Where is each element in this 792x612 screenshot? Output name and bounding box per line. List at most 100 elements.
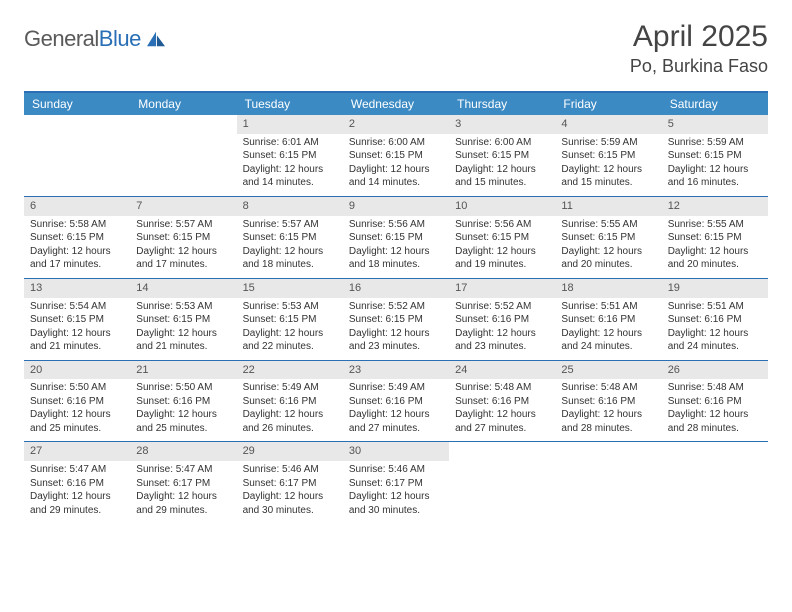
sunset-text: Sunset: 6:16 PM bbox=[243, 395, 337, 409]
daylight-text: Daylight: 12 hours and 24 minutes. bbox=[668, 327, 762, 354]
day-content: Sunrise: 5:49 AMSunset: 6:16 PMDaylight:… bbox=[343, 379, 449, 441]
sunrise-text: Sunrise: 5:57 AM bbox=[243, 218, 337, 232]
day-number: 5 bbox=[662, 115, 768, 134]
sunset-text: Sunset: 6:16 PM bbox=[668, 395, 762, 409]
daylight-text: Daylight: 12 hours and 24 minutes. bbox=[561, 327, 655, 354]
sunset-text: Sunset: 6:15 PM bbox=[349, 149, 443, 163]
daylight-text: Daylight: 12 hours and 17 minutes. bbox=[136, 245, 230, 272]
day-number: 9 bbox=[343, 197, 449, 216]
weekday-header: Wednesday bbox=[343, 93, 449, 115]
day-cell: 28Sunrise: 5:47 AMSunset: 6:17 PMDayligh… bbox=[130, 442, 236, 523]
day-cell: 21Sunrise: 5:50 AMSunset: 6:16 PMDayligh… bbox=[130, 361, 236, 442]
day-cell: 12Sunrise: 5:55 AMSunset: 6:15 PMDayligh… bbox=[662, 197, 768, 278]
sunset-text: Sunset: 6:16 PM bbox=[136, 395, 230, 409]
daylight-text: Daylight: 12 hours and 19 minutes. bbox=[455, 245, 549, 272]
day-number: 8 bbox=[237, 197, 343, 216]
daylight-text: Daylight: 12 hours and 20 minutes. bbox=[668, 245, 762, 272]
daylight-text: Daylight: 12 hours and 23 minutes. bbox=[455, 327, 549, 354]
sunset-text: Sunset: 6:16 PM bbox=[349, 395, 443, 409]
day-number: 25 bbox=[555, 361, 661, 380]
day-cell: 23Sunrise: 5:49 AMSunset: 6:16 PMDayligh… bbox=[343, 361, 449, 442]
sunset-text: Sunset: 6:15 PM bbox=[136, 231, 230, 245]
daylight-text: Daylight: 12 hours and 21 minutes. bbox=[30, 327, 124, 354]
day-cell: 25Sunrise: 5:48 AMSunset: 6:16 PMDayligh… bbox=[555, 361, 661, 442]
day-cell: 30Sunrise: 5:46 AMSunset: 6:17 PMDayligh… bbox=[343, 442, 449, 523]
sunset-text: Sunset: 6:16 PM bbox=[561, 395, 655, 409]
day-number: 23 bbox=[343, 361, 449, 380]
sunrise-text: Sunrise: 5:57 AM bbox=[136, 218, 230, 232]
sunrise-text: Sunrise: 5:53 AM bbox=[243, 300, 337, 314]
daylight-text: Daylight: 12 hours and 15 minutes. bbox=[561, 163, 655, 190]
sunrise-text: Sunrise: 5:56 AM bbox=[349, 218, 443, 232]
day-content: Sunrise: 5:55 AMSunset: 6:15 PMDaylight:… bbox=[662, 216, 768, 278]
day-cell: 3Sunrise: 6:00 AMSunset: 6:15 PMDaylight… bbox=[449, 115, 555, 196]
daylight-text: Daylight: 12 hours and 23 minutes. bbox=[349, 327, 443, 354]
week-row: 13Sunrise: 5:54 AMSunset: 6:15 PMDayligh… bbox=[24, 278, 768, 360]
sunrise-text: Sunrise: 5:52 AM bbox=[349, 300, 443, 314]
day-cell: 0 bbox=[555, 442, 661, 523]
day-content: Sunrise: 6:00 AMSunset: 6:15 PMDaylight:… bbox=[343, 134, 449, 196]
weekday-header: Thursday bbox=[449, 93, 555, 115]
day-content: Sunrise: 5:56 AMSunset: 6:15 PMDaylight:… bbox=[449, 216, 555, 278]
day-cell: 10Sunrise: 5:56 AMSunset: 6:15 PMDayligh… bbox=[449, 197, 555, 278]
day-cell: 16Sunrise: 5:52 AMSunset: 6:15 PMDayligh… bbox=[343, 279, 449, 360]
day-cell: 0 bbox=[130, 115, 236, 196]
day-number: 4 bbox=[555, 115, 661, 134]
day-number: 30 bbox=[343, 442, 449, 461]
calendar: SundayMondayTuesdayWednesdayThursdayFrid… bbox=[24, 91, 768, 523]
sunrise-text: Sunrise: 6:01 AM bbox=[243, 136, 337, 150]
month-year: April 2025 bbox=[630, 20, 768, 54]
daylight-text: Daylight: 12 hours and 16 minutes. bbox=[668, 163, 762, 190]
sunrise-text: Sunrise: 6:00 AM bbox=[349, 136, 443, 150]
day-cell: 0 bbox=[662, 442, 768, 523]
day-number: 27 bbox=[24, 442, 130, 461]
day-cell: 4Sunrise: 5:59 AMSunset: 6:15 PMDaylight… bbox=[555, 115, 661, 196]
daylight-text: Daylight: 12 hours and 21 minutes. bbox=[136, 327, 230, 354]
sunrise-text: Sunrise: 5:50 AM bbox=[136, 381, 230, 395]
sunrise-text: Sunrise: 5:46 AM bbox=[243, 463, 337, 477]
day-cell: 8Sunrise: 5:57 AMSunset: 6:15 PMDaylight… bbox=[237, 197, 343, 278]
daylight-text: Daylight: 12 hours and 22 minutes. bbox=[243, 327, 337, 354]
day-content: Sunrise: 5:56 AMSunset: 6:15 PMDaylight:… bbox=[343, 216, 449, 278]
sunset-text: Sunset: 6:15 PM bbox=[30, 313, 124, 327]
sunset-text: Sunset: 6:15 PM bbox=[561, 149, 655, 163]
day-content: Sunrise: 5:53 AMSunset: 6:15 PMDaylight:… bbox=[130, 298, 236, 360]
sunrise-text: Sunrise: 5:50 AM bbox=[30, 381, 124, 395]
sunrise-text: Sunrise: 5:56 AM bbox=[455, 218, 549, 232]
day-cell: 20Sunrise: 5:50 AMSunset: 6:16 PMDayligh… bbox=[24, 361, 130, 442]
title-block: April 2025 Po, Burkina Faso bbox=[630, 20, 768, 77]
day-cell: 18Sunrise: 5:51 AMSunset: 6:16 PMDayligh… bbox=[555, 279, 661, 360]
day-cell: 6Sunrise: 5:58 AMSunset: 6:15 PMDaylight… bbox=[24, 197, 130, 278]
day-cell: 29Sunrise: 5:46 AMSunset: 6:17 PMDayligh… bbox=[237, 442, 343, 523]
weekday-header: Tuesday bbox=[237, 93, 343, 115]
day-content: Sunrise: 6:01 AMSunset: 6:15 PMDaylight:… bbox=[237, 134, 343, 196]
daylight-text: Daylight: 12 hours and 17 minutes. bbox=[30, 245, 124, 272]
day-number: 21 bbox=[130, 361, 236, 380]
day-number: 29 bbox=[237, 442, 343, 461]
day-content: Sunrise: 5:49 AMSunset: 6:16 PMDaylight:… bbox=[237, 379, 343, 441]
sunset-text: Sunset: 6:15 PM bbox=[455, 231, 549, 245]
sunset-text: Sunset: 6:15 PM bbox=[668, 231, 762, 245]
sunset-text: Sunset: 6:16 PM bbox=[668, 313, 762, 327]
day-cell: 0 bbox=[24, 115, 130, 196]
day-content: Sunrise: 5:51 AMSunset: 6:16 PMDaylight:… bbox=[662, 298, 768, 360]
day-content: Sunrise: 5:57 AMSunset: 6:15 PMDaylight:… bbox=[130, 216, 236, 278]
sunset-text: Sunset: 6:16 PM bbox=[455, 313, 549, 327]
sunrise-text: Sunrise: 5:51 AM bbox=[668, 300, 762, 314]
day-number: 13 bbox=[24, 279, 130, 298]
day-content: Sunrise: 5:51 AMSunset: 6:16 PMDaylight:… bbox=[555, 298, 661, 360]
daylight-text: Daylight: 12 hours and 14 minutes. bbox=[243, 163, 337, 190]
sunset-text: Sunset: 6:16 PM bbox=[30, 395, 124, 409]
day-cell: 27Sunrise: 5:47 AMSunset: 6:16 PMDayligh… bbox=[24, 442, 130, 523]
day-number: 28 bbox=[130, 442, 236, 461]
sunset-text: Sunset: 6:17 PM bbox=[136, 477, 230, 491]
sunrise-text: Sunrise: 5:49 AM bbox=[349, 381, 443, 395]
day-cell: 14Sunrise: 5:53 AMSunset: 6:15 PMDayligh… bbox=[130, 279, 236, 360]
sunset-text: Sunset: 6:16 PM bbox=[455, 395, 549, 409]
sunrise-text: Sunrise: 5:49 AM bbox=[243, 381, 337, 395]
sunset-text: Sunset: 6:15 PM bbox=[349, 313, 443, 327]
day-cell: 0 bbox=[449, 442, 555, 523]
sunrise-text: Sunrise: 5:53 AM bbox=[136, 300, 230, 314]
day-content: Sunrise: 5:50 AMSunset: 6:16 PMDaylight:… bbox=[130, 379, 236, 441]
day-cell: 15Sunrise: 5:53 AMSunset: 6:15 PMDayligh… bbox=[237, 279, 343, 360]
